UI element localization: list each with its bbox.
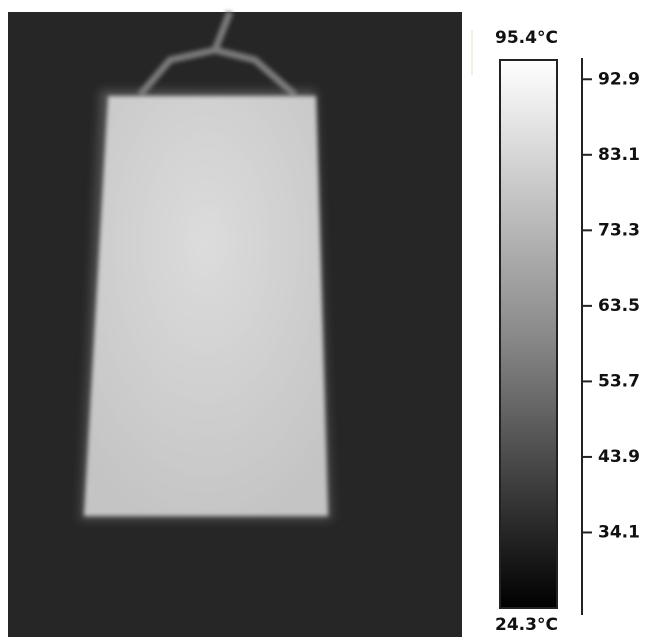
tick-label: 92.9 (598, 69, 640, 89)
tick-label: 83.1 (598, 145, 640, 165)
tick-label: 34.1 (598, 522, 640, 542)
color-bar (499, 59, 558, 609)
tick-label: 53.7 (598, 371, 640, 391)
thermal-image (8, 10, 462, 637)
tick-label: 63.5 (598, 296, 640, 316)
max-temp-label: 95.4°C (495, 28, 558, 48)
min-temp-label: 24.3°C (495, 615, 558, 635)
tick-label: 43.9 (598, 447, 640, 467)
tick-label: 73.3 (598, 220, 640, 240)
